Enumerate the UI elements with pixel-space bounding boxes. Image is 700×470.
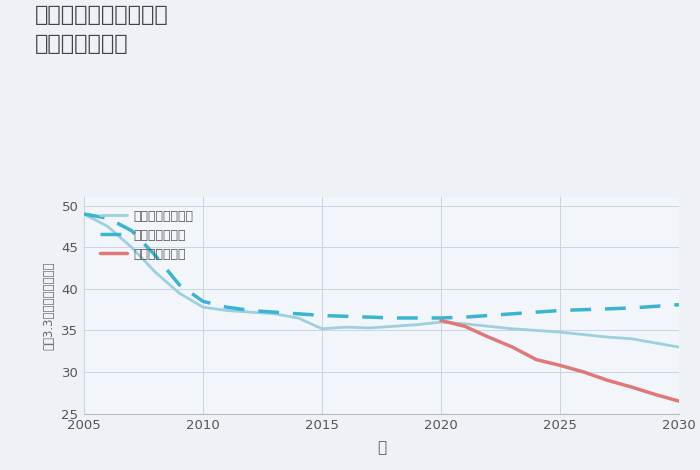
ノーマルシナリオ (294, 315, 302, 321)
ノーマルシナリオ (437, 319, 445, 325)
グッドシナリオ (484, 313, 493, 318)
Line: グッドシナリオ: グッドシナリオ (84, 214, 679, 318)
バッドシナリオ (532, 357, 540, 362)
ノーマルシナリオ (104, 224, 112, 229)
グッドシナリオ (294, 311, 302, 317)
バッドシナリオ (580, 369, 588, 375)
バッドシナリオ (627, 384, 636, 390)
グッドシナリオ (556, 308, 564, 313)
グッドシナリオ (603, 306, 612, 312)
グッドシナリオ (389, 315, 398, 321)
ノーマルシナリオ (556, 329, 564, 335)
ノーマルシナリオ (413, 322, 421, 328)
グッドシナリオ (651, 304, 659, 309)
ノーマルシナリオ (365, 325, 374, 331)
グッドシナリオ (627, 305, 636, 311)
グッドシナリオ (365, 314, 374, 320)
グッドシナリオ (580, 307, 588, 313)
Legend: ノーマルシナリオ, グッドシナリオ, バッドシナリオ: ノーマルシナリオ, グッドシナリオ, バッドシナリオ (96, 206, 197, 265)
Y-axis label: 坪（3.3㎡）単価（万円）: 坪（3.3㎡）単価（万円） (43, 261, 56, 350)
グッドシナリオ (461, 314, 469, 320)
グッドシナリオ (270, 309, 279, 315)
ノーマルシナリオ (318, 326, 326, 332)
ノーマルシナリオ (603, 334, 612, 340)
グッドシナリオ (151, 253, 160, 258)
ノーマルシナリオ (532, 328, 540, 333)
ノーマルシナリオ (127, 244, 136, 250)
グッドシナリオ (104, 215, 112, 221)
グッドシナリオ (437, 315, 445, 321)
バッドシナリオ (675, 398, 683, 404)
グッドシナリオ (199, 298, 207, 304)
ノーマルシナリオ (80, 211, 88, 217)
ノーマルシナリオ (580, 332, 588, 337)
グッドシナリオ (508, 311, 517, 317)
グッドシナリオ (246, 308, 255, 313)
ノーマルシナリオ (199, 305, 207, 310)
ノーマルシナリオ (651, 340, 659, 346)
バッドシナリオ (461, 323, 469, 329)
バッドシナリオ (651, 392, 659, 397)
ノーマルシナリオ (484, 323, 493, 329)
ノーマルシナリオ (270, 311, 279, 317)
バッドシナリオ (603, 377, 612, 383)
Text: 奈良県奈良市七条町の
土地の価格推移: 奈良県奈良市七条町の 土地の価格推移 (35, 5, 169, 55)
グッドシナリオ (127, 228, 136, 234)
X-axis label: 年: 年 (377, 440, 386, 455)
ノーマルシナリオ (461, 321, 469, 327)
グッドシナリオ (532, 309, 540, 315)
グッドシナリオ (413, 315, 421, 321)
ノーマルシナリオ (223, 308, 231, 313)
ノーマルシナリオ (627, 336, 636, 342)
バッドシナリオ (437, 318, 445, 323)
バッドシナリオ (508, 344, 517, 350)
ノーマルシナリオ (342, 324, 350, 330)
グッドシナリオ (223, 305, 231, 310)
グッドシナリオ (318, 313, 326, 318)
ノーマルシナリオ (508, 326, 517, 332)
グッドシナリオ (175, 282, 183, 288)
ノーマルシナリオ (389, 323, 398, 329)
グッドシナリオ (675, 302, 683, 307)
グッドシナリオ (80, 211, 88, 217)
ノーマルシナリオ (675, 344, 683, 350)
バッドシナリオ (484, 334, 493, 340)
Line: バッドシナリオ: バッドシナリオ (441, 321, 679, 401)
Line: ノーマルシナリオ: ノーマルシナリオ (84, 214, 679, 347)
バッドシナリオ (556, 362, 564, 368)
ノーマルシナリオ (246, 309, 255, 315)
ノーマルシナリオ (151, 269, 160, 275)
グッドシナリオ (342, 313, 350, 319)
ノーマルシナリオ (175, 290, 183, 296)
